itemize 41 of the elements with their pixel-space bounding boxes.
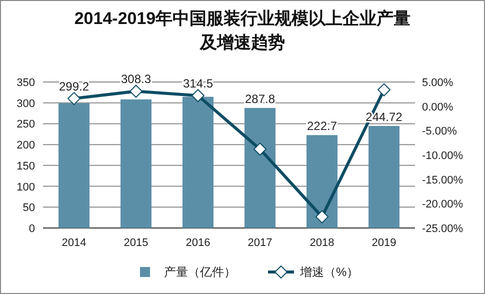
bar bbox=[306, 135, 338, 228]
point bbox=[192, 89, 204, 102]
data-label: 308.3 bbox=[120, 72, 152, 86]
bar bbox=[120, 99, 152, 228]
x-tick-label: 2016 bbox=[186, 237, 210, 249]
point bbox=[68, 92, 80, 106]
y2-tick-label: -10.00% bbox=[422, 150, 464, 162]
y-tick-label: 150 bbox=[16, 160, 35, 172]
data-label: 299.2 bbox=[58, 80, 90, 94]
y2-tick-label: 0.00% bbox=[422, 101, 454, 114]
y-tick-label: 350 bbox=[16, 77, 35, 89]
y2-tick-label: -20.00% bbox=[422, 198, 464, 211]
legend-label: 增速（%） bbox=[299, 265, 359, 279]
legend-label: 产量（亿件） bbox=[164, 265, 236, 279]
data-label: 222.7 bbox=[306, 119, 338, 134]
y-tick-label: 100 bbox=[16, 181, 35, 194]
x-tick-label: 2018 bbox=[310, 237, 334, 249]
x-tick-label: 2015 bbox=[124, 237, 148, 249]
bar bbox=[58, 103, 90, 228]
y-tick-label: 0 bbox=[28, 223, 35, 235]
point bbox=[130, 84, 142, 98]
x-tick-label: 2014 bbox=[62, 237, 86, 249]
point bbox=[378, 83, 390, 96]
x-tick-label: 2019 bbox=[372, 237, 396, 249]
bar bbox=[244, 108, 276, 228]
point bbox=[254, 142, 266, 156]
data-label: 287.8 bbox=[244, 92, 276, 106]
y-tick-label: 300 bbox=[16, 98, 35, 110]
bar bbox=[182, 96, 214, 228]
y2-tick-label: -5.00% bbox=[422, 126, 458, 138]
x-tick-label: 2017 bbox=[248, 237, 272, 249]
y2-tick-label: -15.00% bbox=[422, 174, 464, 186]
y2-tick-label: 5.00% bbox=[422, 77, 454, 89]
data-label: 314.5 bbox=[182, 76, 214, 91]
y-tick-label: 250 bbox=[16, 118, 35, 131]
chart-title: 2014-2019年中国服装行业规模以上企业产量及增速趋势 bbox=[74, 9, 411, 52]
bar bbox=[368, 126, 400, 228]
y2-tick-label: -25.00% bbox=[422, 223, 464, 235]
y-tick-label: 50 bbox=[22, 202, 35, 214]
y-tick-label: 200 bbox=[16, 140, 35, 152]
point bbox=[316, 210, 328, 224]
